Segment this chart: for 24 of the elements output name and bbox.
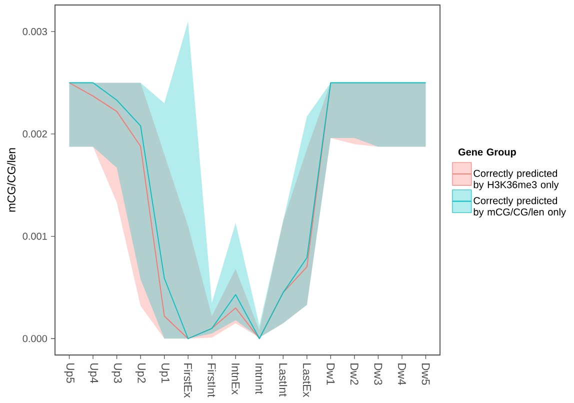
x-tick-label: IntnInt xyxy=(255,364,264,394)
x-tick-label: Up4 xyxy=(88,363,98,384)
x-tick-label: FirstInt xyxy=(208,364,216,398)
x-tick-label: LastEx xyxy=(302,364,311,398)
x-tick-label: Dw2 xyxy=(350,364,358,385)
x-tick-label: Up5 xyxy=(64,363,74,383)
x-tick-label: Dw1 xyxy=(326,364,335,385)
x-tick-label: Dw4 xyxy=(398,364,406,385)
y-tick-label: 0.001 xyxy=(22,232,47,240)
y-tick-label: 0.002 xyxy=(22,130,47,138)
legend-label: Correctly predicted by mCG/CG/len only xyxy=(474,196,566,218)
x-tick-label: IntnEx xyxy=(232,364,240,395)
x-tick-label: Dw5 xyxy=(422,364,430,385)
x-tick-label: LastInt xyxy=(279,364,288,397)
x-tick-label: FirstEx xyxy=(184,364,192,398)
x-tick-label: Dw3 xyxy=(374,364,382,385)
x-tick-label: Up1 xyxy=(159,363,170,383)
y-axis-title: mCG/CG/len xyxy=(7,148,16,212)
legend-label: Correctly predicted by H3K36me3 only xyxy=(474,170,559,190)
x-tick-label: Up2 xyxy=(135,363,146,383)
y-tick-label: 0.003 xyxy=(22,28,47,36)
legend-title: Gene Group xyxy=(458,148,516,158)
x-tick-label: Up3 xyxy=(112,363,122,383)
y-tick-label: 0.000 xyxy=(22,335,47,342)
